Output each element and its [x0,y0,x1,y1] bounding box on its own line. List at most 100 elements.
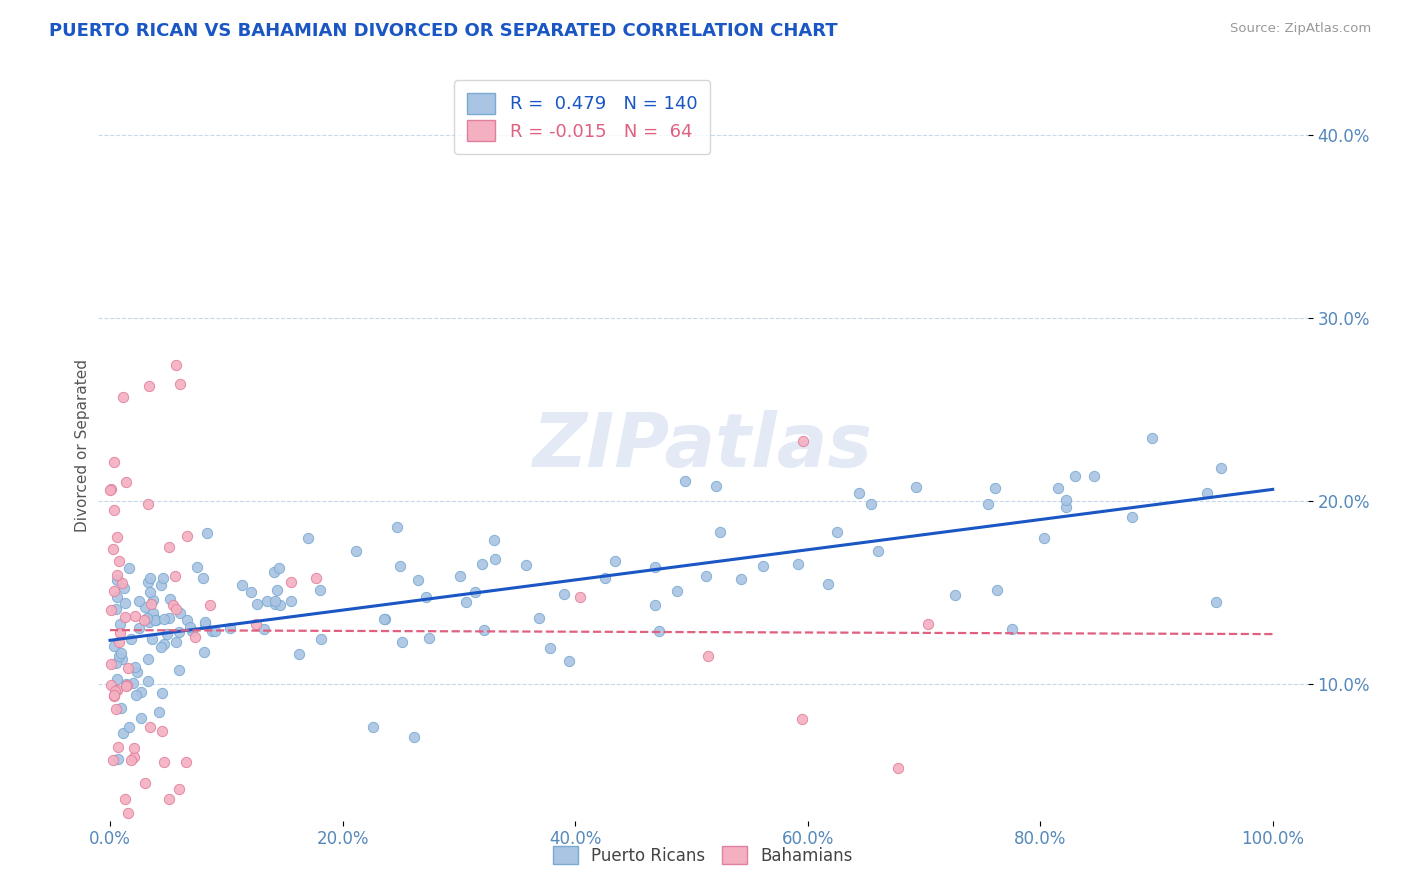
Point [388,559,411,574]
Point [169,377,191,392]
Point [115,475,138,490]
Point [139,597,162,611]
Point [673,475,696,489]
Point [104,702,127,716]
Point [191,571,214,585]
Point [112,726,135,740]
Point [108,635,131,649]
Point [149,640,172,654]
Point [100,482,122,496]
Point [107,739,129,754]
Point [280,575,302,590]
Point [311,632,333,646]
Point [1209,461,1232,475]
Point [159,591,181,606]
Point [136,497,159,511]
Point [264,594,287,608]
Point [103,455,125,469]
Point [472,624,495,638]
Point [128,593,150,607]
Point [709,524,731,539]
Point [167,624,190,639]
Point [391,635,413,649]
Point [157,610,180,624]
Point [111,576,134,591]
Point [142,606,165,620]
Point [848,486,870,500]
Point [152,755,174,769]
Point [165,358,187,372]
Point [373,612,395,626]
Point [309,582,332,597]
Point [183,630,205,644]
Point [107,648,129,663]
Point [825,524,848,539]
Point [101,542,124,557]
Legend: Puerto Ricans, Bahamians: Puerto Ricans, Bahamians [553,847,853,864]
Point [138,379,160,393]
Point [482,533,505,548]
Point [605,554,627,568]
Point [977,497,1000,511]
Point [297,532,319,546]
Point [263,597,285,611]
Point [449,568,471,582]
Point [1054,492,1077,507]
Point [527,611,550,625]
Point [167,782,190,797]
Point [145,613,167,627]
Point [138,720,160,734]
Point [114,610,136,624]
Point [515,558,537,572]
Point [194,617,217,632]
Point [1121,510,1143,524]
Point [304,571,326,585]
Point [415,591,437,605]
Point [404,731,426,745]
Point [786,558,808,572]
Point [245,617,267,632]
Point [471,557,494,571]
Point [917,616,939,631]
Point [186,560,208,574]
Point [105,682,128,697]
Point [163,569,186,583]
Point [193,645,215,659]
Point [110,700,132,714]
Point [553,587,575,601]
Point [150,724,173,739]
Point [100,657,122,672]
Point [1083,469,1105,483]
Point [150,578,173,592]
Point [120,753,142,767]
Text: ZIPatlas: ZIPatlas [533,409,873,483]
Point [287,647,309,661]
Point [179,620,201,634]
Point [904,480,927,494]
Point [103,584,125,599]
Point [945,588,967,602]
Point [125,665,148,680]
Point [101,753,124,767]
Point [103,639,125,653]
Point [538,641,561,656]
Point [1047,481,1070,495]
Point [1140,431,1163,445]
Text: PUERTO RICAN VS BAHAMIAN DIVORCED OR SEPARATED CORRELATION CHART: PUERTO RICAN VS BAHAMIAN DIVORCED OR SEP… [49,22,838,40]
Point [454,594,477,608]
Point [143,613,166,627]
Point [155,627,177,641]
Point [165,634,187,648]
Point [373,612,395,626]
Point [105,591,128,605]
Point [125,689,148,703]
Point [138,615,160,630]
Point [124,608,146,623]
Point [110,646,132,660]
Point [104,684,127,698]
Point [108,625,131,640]
Point [103,689,125,703]
Point [484,552,506,566]
Point [167,663,190,677]
Point [252,622,274,636]
